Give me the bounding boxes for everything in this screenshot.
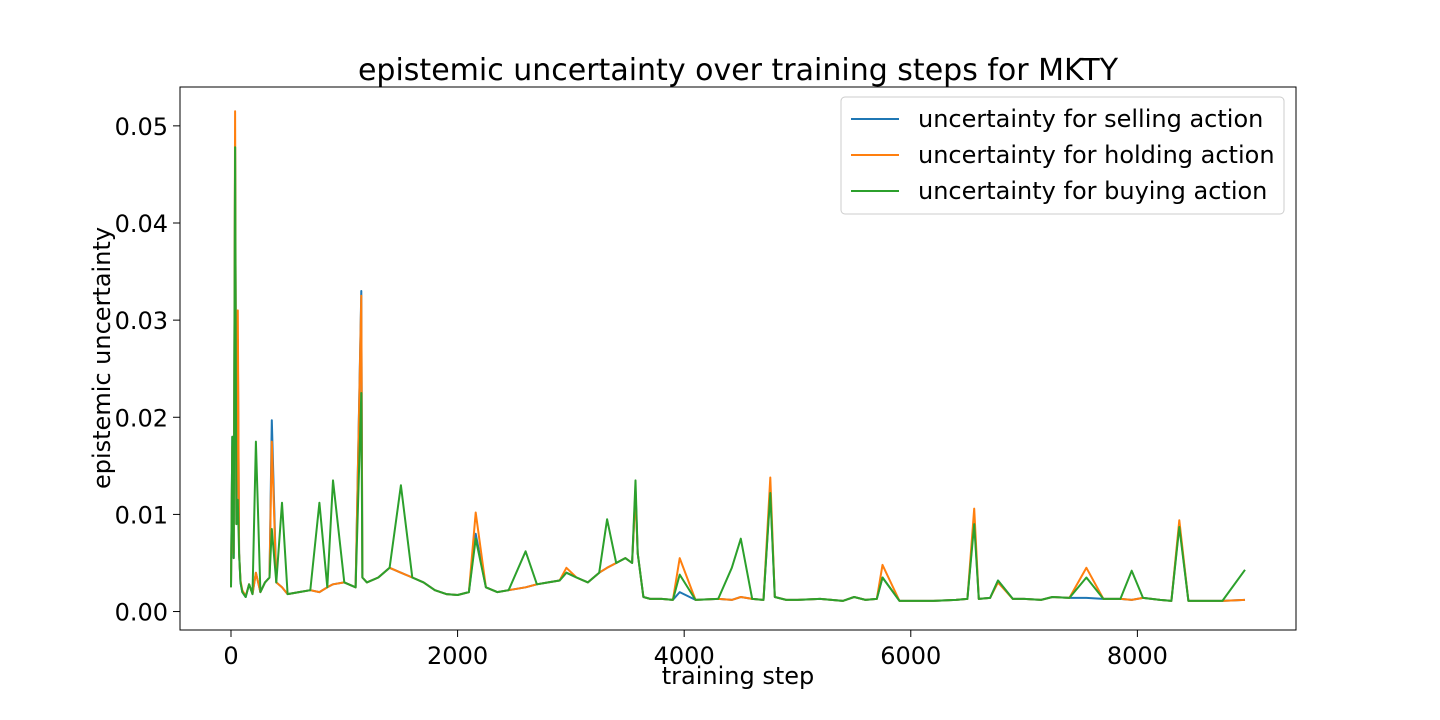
series-group <box>230 110 1246 602</box>
legend-label-3: uncertainty for buying action <box>918 177 1267 205</box>
y-tick-label: 0.04 <box>115 210 168 238</box>
x-tick-label: 8000 <box>1107 642 1168 670</box>
y-tick-label: 0.05 <box>115 113 168 141</box>
x-tick-label: 6000 <box>880 642 941 670</box>
y-tick-label: 0.01 <box>115 501 168 529</box>
x-tick-label: 0 <box>223 642 238 670</box>
y-axis: 0.00 0.01 0.02 0.03 0.04 0.05 <box>115 113 180 627</box>
y-tick-label: 0.00 <box>115 599 168 627</box>
x-axis-label: training step <box>662 662 815 690</box>
legend-label-1: uncertainty for selling action <box>918 105 1263 133</box>
legend-box <box>840 96 1285 215</box>
x-tick-label: 2000 <box>427 642 488 670</box>
x-tick-label: 4000 <box>654 642 715 670</box>
legend: uncertainty for selling action uncertaint… <box>840 96 1285 215</box>
chart-title: epistemic uncertainty over training step… <box>358 53 1119 88</box>
y-tick-label: 0.03 <box>115 307 168 335</box>
series-line-3 <box>230 146 1246 602</box>
x-axis: 0 2000 4000 6000 8000 <box>223 630 1168 670</box>
y-axis-label: epistemic uncertainty <box>88 227 116 489</box>
legend-label-2: uncertainty for holding action <box>918 141 1275 169</box>
y-tick-label: 0.02 <box>115 404 168 432</box>
plot-frame <box>179 86 1297 631</box>
